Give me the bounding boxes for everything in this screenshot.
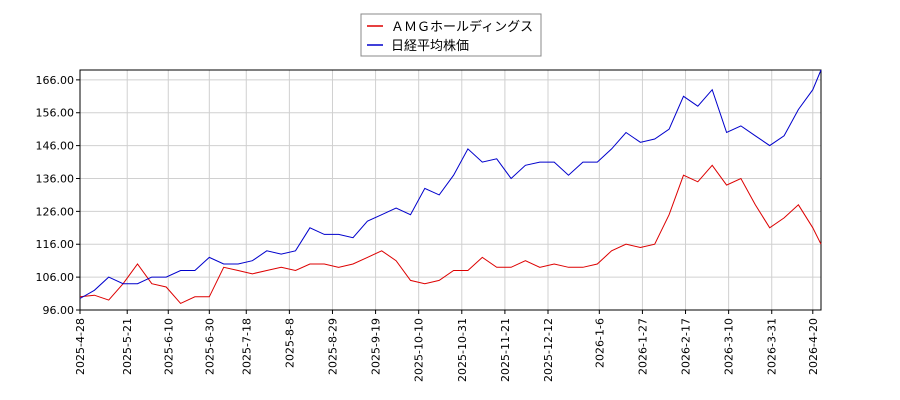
y-tick-label: 166.00: [36, 74, 75, 87]
x-tick-label: 2026-4-20: [807, 318, 820, 375]
y-tick-label: 96.00: [43, 304, 75, 317]
x-tick-label: 2025-4-28: [74, 318, 87, 375]
x-tick-label: 2026-1-6: [593, 318, 606, 368]
x-tick-label: 2026-1-27: [636, 318, 649, 375]
legend-box: [360, 13, 542, 57]
y-tick-label: 106.00: [36, 271, 75, 284]
series-line: [79, 164, 822, 305]
y-tick-label: 126.00: [36, 205, 75, 218]
y-tick-label: 136.00: [36, 172, 75, 185]
x-tick-label: 2025-10-10: [413, 318, 426, 382]
x-tick-label: 2025-11-21: [499, 318, 512, 382]
legend-label: 日経平均株価: [391, 39, 469, 54]
x-tick-label: 2025-8-8: [283, 318, 296, 368]
y-tick-label: 116.00: [36, 238, 75, 251]
series-line: [79, 69, 822, 299]
x-tick-label: 2025-5-21: [121, 318, 134, 375]
x-tick-label: 2026-3-10: [723, 318, 736, 375]
x-tick-label: 2026-3-31: [766, 318, 779, 375]
plot-frame: [79, 69, 822, 311]
x-tick-label: 2025-9-19: [370, 318, 383, 375]
x-tick-label: 2025-7-18: [240, 318, 253, 375]
x-tick-label: 2025-10-31: [456, 318, 469, 382]
legend-label: ＡＭＧホールディングス: [391, 19, 533, 35]
y-tick-label: 146.00: [36, 140, 75, 153]
x-tick-label: 2026-2-17: [680, 318, 693, 375]
x-tick-label: 2025-12-12: [542, 318, 555, 382]
y-tick-label: 156.00: [36, 107, 75, 120]
x-tick-label: 2025-6-10: [162, 318, 175, 375]
x-tick-label: 2025-8-29: [326, 318, 339, 375]
x-tick-label: 2025-6-30: [203, 318, 216, 375]
